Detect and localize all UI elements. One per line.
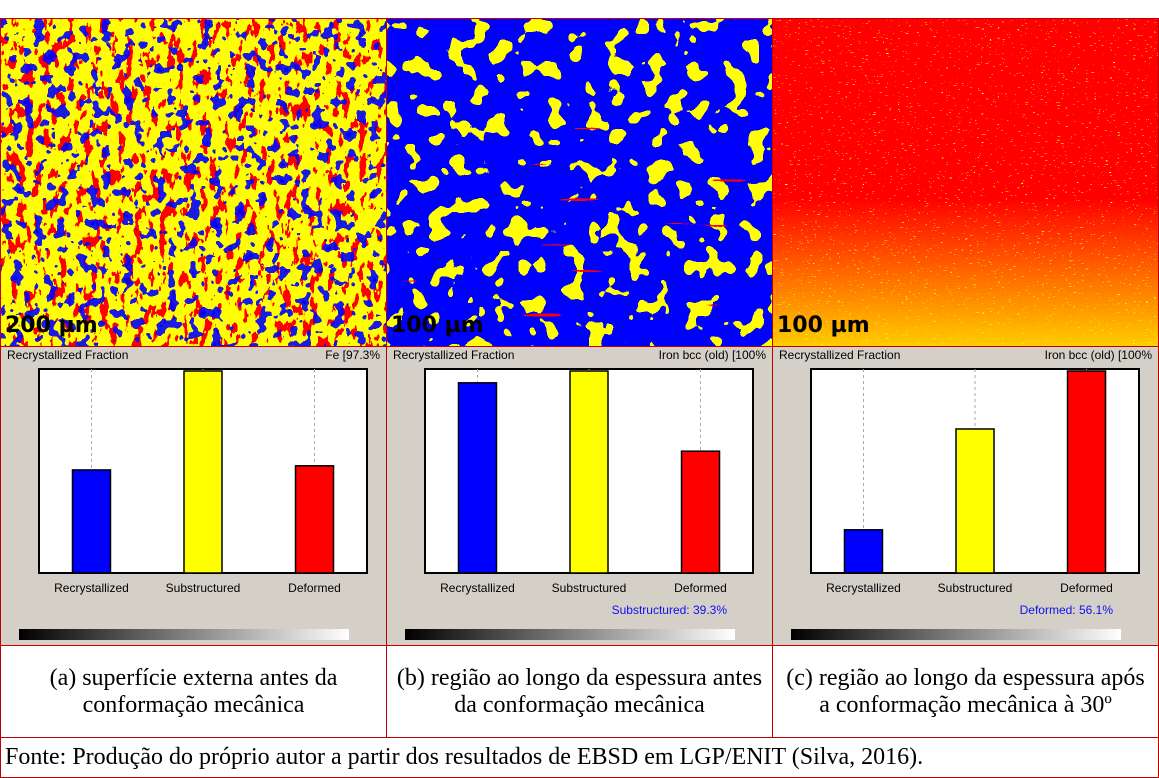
bar (956, 429, 994, 573)
chart-header: Iron bcc (old) [100% (659, 348, 767, 362)
status-text: Deformed: 56.1% (1020, 603, 1114, 617)
map-image (773, 19, 1158, 346)
bar (72, 470, 110, 573)
chart-header: Recrystallized Fraction (393, 348, 514, 362)
chart-header: Iron bcc (old) [100% (1045, 348, 1153, 362)
chart-header: Recrystallized Fraction (779, 348, 900, 362)
category-label: Substructured (552, 581, 627, 595)
bar (682, 451, 720, 573)
chart-header: Recrystallized Fraction (7, 348, 128, 362)
scale-label: 200 µm (5, 313, 98, 338)
gradient-bar (405, 629, 735, 640)
bar (184, 371, 222, 573)
bar (296, 466, 334, 573)
ebsd-map: 200 µm (0, 18, 387, 347)
bar (844, 530, 882, 573)
category-label: Substructured (166, 581, 241, 595)
bar (1068, 371, 1106, 573)
bar (570, 371, 608, 573)
gradient-bar (791, 629, 1121, 640)
chart: Recrystallized Fraction Iron bcc (old) [1… (387, 347, 772, 645)
category-label: Deformed (288, 581, 341, 595)
map-image (1, 19, 386, 346)
category-label: Deformed (1060, 581, 1113, 595)
caption: (c) região ao longo da espessura após a … (772, 645, 1159, 738)
figure: 200 µm 100 µm 100 µm Recrystallized Frac… (0, 0, 1159, 778)
chart-cell: Recrystallized Fraction Iron bcc (old) [1… (386, 346, 773, 646)
bar (458, 383, 496, 573)
map-image (387, 19, 772, 346)
scale-label: 100 µm (391, 313, 484, 338)
category-label: Substructured (938, 581, 1013, 595)
ebsd-map: 100 µm (386, 18, 773, 347)
chart-cell: Recrystallized Fraction Fe [97.3% Recrysta… (0, 346, 387, 646)
ebsd-map: 100 µm (772, 18, 1159, 347)
scale-label: 100 µm (777, 313, 870, 338)
category-label: Deformed (674, 581, 727, 595)
chart: Recrystallized Fraction Fe [97.3% Recrysta… (1, 347, 386, 645)
chart: Recrystallized Fraction Iron bcc (old) [1… (773, 347, 1158, 645)
category-label: Recrystallized (440, 581, 515, 595)
category-label: Recrystallized (54, 581, 129, 595)
footer: Fonte: Produção do próprio autor a parti… (0, 737, 1159, 778)
status-text: Substructured: 39.3% (612, 603, 728, 617)
caption: (a) superfície externa antes da conforma… (0, 645, 387, 738)
category-label: Recrystallized (826, 581, 901, 595)
chart-cell: Recrystallized Fraction Iron bcc (old) [1… (772, 346, 1159, 646)
caption: (b) região ao longo da espessura antes d… (386, 645, 773, 738)
chart-header: Fe [97.3% (325, 348, 380, 362)
gradient-bar (19, 629, 349, 640)
